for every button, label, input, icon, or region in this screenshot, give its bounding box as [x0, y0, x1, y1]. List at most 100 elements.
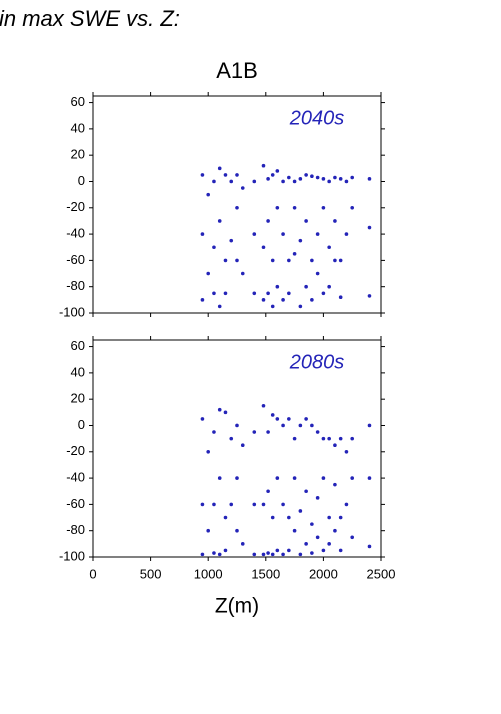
point — [261, 403, 266, 408]
point — [298, 238, 303, 243]
point — [266, 551, 270, 555]
point — [304, 284, 308, 289]
point — [261, 552, 266, 557]
point — [217, 476, 222, 480]
y-tick-label: -40 — [66, 226, 85, 241]
point — [235, 528, 239, 533]
point — [261, 245, 266, 250]
point — [217, 304, 222, 309]
point — [315, 271, 320, 276]
y-tick-label: -60 — [66, 496, 85, 511]
point — [281, 232, 285, 236]
panel-label: 2040s — [289, 107, 345, 129]
point — [287, 291, 291, 296]
point — [200, 232, 205, 236]
point — [212, 430, 216, 434]
point — [235, 423, 239, 428]
y-tick-label: -80 — [66, 522, 85, 537]
point — [327, 284, 331, 289]
y-tick-label: -100 — [59, 304, 85, 319]
point — [261, 502, 266, 507]
point — [333, 528, 337, 533]
point — [275, 417, 280, 421]
point — [298, 552, 303, 557]
point — [338, 177, 343, 181]
point — [240, 443, 245, 448]
point — [292, 476, 297, 480]
point — [206, 449, 210, 454]
point — [350, 175, 355, 180]
x-tick-label: 2000 — [309, 566, 338, 581]
y-tick-label: -40 — [66, 470, 85, 485]
point — [310, 423, 314, 428]
header-text: in max SWE vs. Z: — [0, 6, 180, 31]
point — [223, 258, 228, 263]
point — [315, 232, 320, 236]
point — [281, 179, 285, 184]
point — [327, 542, 331, 546]
point — [229, 502, 234, 507]
point — [298, 423, 303, 428]
point — [344, 179, 349, 184]
point — [304, 542, 308, 546]
y-tick-label: 0 — [78, 173, 85, 188]
point — [292, 436, 297, 441]
point — [292, 205, 297, 210]
y-tick-label: -20 — [66, 199, 85, 214]
point — [333, 219, 337, 223]
point — [321, 436, 326, 441]
point — [350, 535, 355, 540]
chart-title: A1B — [216, 58, 258, 83]
point — [367, 544, 372, 549]
point — [350, 205, 355, 210]
point — [304, 489, 308, 494]
point — [200, 552, 205, 557]
point — [275, 205, 280, 210]
point — [270, 304, 275, 309]
plot-frame — [92, 339, 382, 558]
point — [327, 515, 331, 520]
point — [281, 502, 285, 507]
point — [310, 174, 314, 179]
point — [275, 284, 280, 289]
point — [344, 449, 349, 454]
point — [350, 476, 355, 480]
point — [261, 298, 266, 302]
x-tick-label: 500 — [140, 566, 162, 581]
point — [327, 436, 331, 441]
point — [270, 552, 275, 557]
point — [315, 430, 320, 434]
point — [275, 169, 280, 173]
y-tick-label: 20 — [71, 391, 85, 406]
point — [223, 548, 228, 553]
point — [206, 192, 210, 197]
point — [252, 430, 257, 434]
point — [212, 551, 216, 555]
point — [252, 232, 257, 236]
point — [240, 542, 245, 546]
point — [281, 552, 285, 557]
point — [266, 430, 270, 434]
point — [212, 291, 216, 296]
point — [281, 298, 285, 302]
point — [333, 482, 337, 487]
x-tick-label: 1500 — [251, 566, 280, 581]
point — [266, 177, 270, 181]
point — [275, 548, 280, 553]
point — [240, 271, 245, 276]
point — [367, 294, 372, 298]
point — [298, 509, 303, 513]
point — [217, 166, 222, 171]
point — [252, 291, 257, 296]
point — [304, 219, 308, 223]
point — [315, 175, 320, 180]
y-tick-label: -100 — [59, 548, 85, 563]
point — [338, 515, 343, 520]
point — [281, 423, 285, 428]
point — [229, 436, 234, 441]
point — [266, 219, 270, 223]
point — [217, 552, 222, 557]
point — [275, 476, 280, 480]
point — [367, 423, 372, 428]
